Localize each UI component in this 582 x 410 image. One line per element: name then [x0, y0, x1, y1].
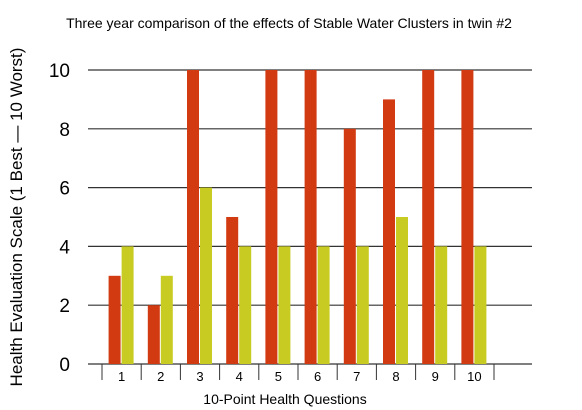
bar-series-1-cat-6	[304, 70, 317, 364]
x-tick-label: 8	[392, 369, 399, 384]
bar-series-1-cat-1	[108, 275, 121, 364]
bar-series-2-cat-2	[160, 275, 173, 364]
y-tick-label: 6	[59, 179, 70, 200]
y-tick-label: 0	[59, 355, 70, 376]
x-tick-label: 1	[118, 369, 125, 384]
bar-series-1-cat-2	[147, 305, 160, 364]
bar-series-2-cat-10	[474, 246, 487, 364]
bar-series-2-cat-7	[356, 246, 369, 364]
bar-series-1-cat-9	[422, 70, 435, 364]
bar-series-2-cat-9	[435, 246, 448, 364]
x-tick-label: 4	[236, 369, 243, 384]
bar-series-1-cat-10	[461, 70, 474, 364]
x-tick-label: 3	[196, 369, 203, 384]
chart-title: Three year comparison of the effects of …	[66, 15, 512, 31]
x-tick-label: 7	[353, 369, 360, 384]
x-axis-label: 10-Point Health Questions	[203, 391, 366, 407]
x-tick-label: 2	[157, 369, 164, 384]
x-axis: 1 2 3 4 5 6 7 8 9 10	[101, 364, 495, 384]
y-tick-label: 8	[59, 120, 70, 141]
bar-series-2-cat-3	[200, 187, 212, 364]
y-tick-labels: 0 2 4 6 8 10	[49, 61, 71, 376]
x-tick-label: 5	[275, 369, 282, 384]
bar-series-2-cat-4	[239, 246, 252, 364]
x-tick-label: 9	[432, 369, 439, 384]
bar-series-1-cat-8	[383, 99, 395, 365]
bar-series-2-cat-8	[396, 217, 408, 364]
x-tick-label: 10	[467, 369, 481, 384]
x-tick-label: 6	[314, 369, 321, 384]
bars	[108, 70, 487, 365]
bar-series-2-cat-1	[121, 246, 134, 364]
bar-series-1-cat-4	[226, 217, 239, 364]
y-tick-label: 2	[59, 296, 70, 317]
bar-series-1-cat-5	[265, 70, 278, 364]
bar-series-1-cat-7	[343, 128, 356, 364]
y-axis-label: Health Evaluation Scale (1 Best — 10 Wor…	[7, 48, 26, 387]
bar-series-1-cat-3	[187, 70, 199, 364]
bar-series-2-cat-6	[317, 246, 330, 364]
bar-series-2-cat-5	[278, 246, 291, 364]
y-tick-label: 4	[59, 237, 70, 258]
y-tick-label: 10	[49, 61, 70, 82]
